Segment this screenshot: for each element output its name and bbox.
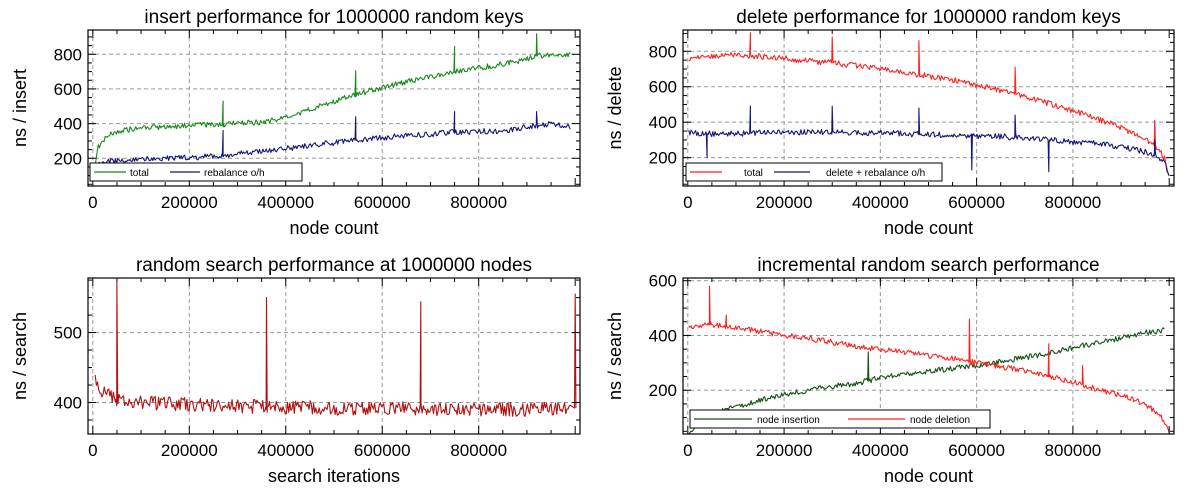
x-axis-label: node count [884,218,973,238]
axis-ticks [88,30,580,186]
x-tick-label: 200000 [756,193,813,212]
y-tick-label: 200 [54,149,82,168]
grid-lines [683,30,1174,186]
chart-c1: 0 200000 400000 600000 800000 200 400 600 800 ins… [10,7,581,238]
x-tick-label: 800000 [450,193,507,212]
y-axis-label: ns / delete [605,66,625,149]
x-axis-label: node count [884,466,973,486]
x-tick-label: 800000 [450,441,507,460]
y-tick-label: 400 [54,394,82,413]
series-line-delete-rebalance-o-h [688,105,1170,177]
y-tick-label: 800 [649,42,677,61]
axis-ticks [683,278,1174,434]
series-line-node-deletion [688,285,1170,434]
x-tick-label: 600000 [948,193,1005,212]
chart-title: incremental random search performance [757,255,1099,276]
x-tick-label: 0 [88,193,97,212]
x-axis-label: search iterations [268,466,400,486]
legend-box [689,409,991,429]
legend-label: total [744,168,763,179]
legend-label: node insertion [757,415,820,426]
legend-label: rebalance o/h [204,168,265,179]
x-tick-label: 600000 [354,441,411,460]
grid-lines [88,30,580,186]
y-axis-label: ns / search [605,312,625,400]
y-tick-label: 200 [649,381,677,400]
x-tick-label: 0 [88,441,97,460]
legend: node insertion node deletion [689,409,991,429]
y-axis-label: ns / search [10,312,30,400]
x-tick-label: 0 [683,441,692,460]
legend-label: delete + rebalance o/h [826,168,925,179]
chart-c2: 0 200000 400000 600000 800000 200 400 600 800 del… [605,7,1175,238]
x-tick-label: 0 [683,193,692,212]
x-tick-label: 400000 [852,441,909,460]
series-line-node-insertion [688,327,1165,435]
y-tick-label: 500 [54,324,82,343]
y-tick-label: 600 [649,78,677,97]
x-tick-label: 400000 [257,441,314,460]
x-tick-label: 200000 [161,441,218,460]
y-tick-label: 400 [649,326,677,345]
legend-box [685,162,943,182]
y-tick-label: 600 [649,272,677,291]
chart-c4: 0 200000 400000 600000 800000 200 400 600 increm… [605,255,1175,486]
y-tick-label: 400 [649,113,677,132]
series-line-total [93,33,571,175]
x-axis-label: node count [289,218,378,238]
series-line-total [688,32,1170,174]
x-tick-label: 200000 [161,193,218,212]
x-tick-label: 200000 [756,441,813,460]
x-tick-label: 400000 [852,193,909,212]
legend: total delete + rebalance o/h [685,162,943,182]
chart-title: delete performance for 1000000 random ke… [736,7,1120,28]
legend-label: total [130,168,149,179]
chart-title: random search performance at 1000000 nod… [136,255,532,276]
x-tick-label: 400000 [257,193,314,212]
y-tick-label: 400 [54,115,82,134]
legend: total rebalance o/h [89,162,303,182]
x-tick-label: 800000 [1045,441,1102,460]
y-tick-label: 200 [649,149,677,168]
series-line-rebalance-o-h [93,110,571,176]
y-tick-label: 600 [54,80,82,99]
y-axis-label: ns / insert [10,69,30,147]
series-line-data [94,281,577,417]
chart-title: insert performance for 1000000 random ke… [144,7,523,28]
axis-ticks [88,278,580,434]
legend-label: node deletion [910,415,970,426]
x-tick-label: 600000 [354,193,411,212]
axis-ticks [683,30,1174,186]
x-tick-label: 600000 [948,441,1005,460]
y-tick-label: 800 [54,45,82,64]
x-tick-label: 800000 [1045,193,1102,212]
chart-c3: 0 200000 400000 600000 800000 400 500 random se… [10,255,581,486]
